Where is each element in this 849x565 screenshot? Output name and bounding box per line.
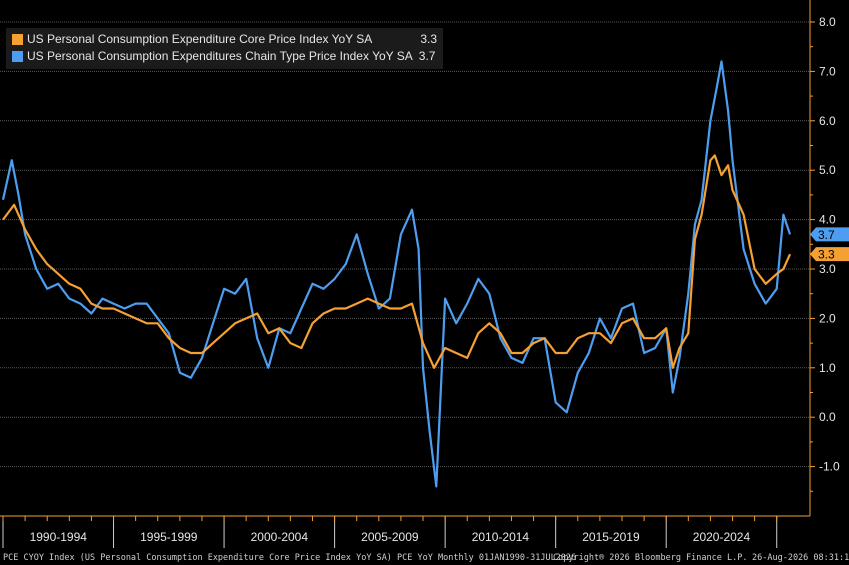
x-period-label: 2005-2009	[361, 530, 419, 544]
y-tick-label: -1.0	[819, 460, 840, 474]
x-period-label: 2015-2019	[582, 530, 640, 544]
footer-copyright: Copyright® 2026 Bloomberg Finance L.P.	[553, 553, 748, 563]
y-tick-label: 0.0	[819, 410, 836, 424]
x-period-label: 1995-1999	[140, 530, 198, 544]
y-tick-label: 2.0	[819, 311, 836, 325]
y-tick-label: 1.0	[819, 361, 836, 375]
legend-value-core: 3.3	[420, 32, 437, 46]
x-period-label: 2010-2014	[472, 530, 530, 544]
y-tick-label: 7.0	[819, 64, 836, 78]
series-line-core	[2, 154, 792, 369]
y-tick-label: 4.0	[819, 213, 836, 227]
y-axis: 8.0 7.0 6.0 5.0 4.0 3.0 2.0 1.0 0.0 -1.0	[809, 0, 840, 516]
legend-item-headline: US Personal Consumption Expenditures Cha…	[12, 48, 437, 65]
footer-timestamp: 26-Aug-2026 08:31:18	[752, 553, 849, 563]
last-value-marker-core: 3.3	[810, 247, 849, 262]
legend-value-headline: 3.7	[418, 49, 436, 63]
last-value-marker-headline: 3.7	[810, 227, 849, 242]
x-period-label: 1990-1994	[30, 530, 88, 544]
last-value-tag	[810, 227, 849, 242]
chart-legend: US Personal Consumption Expenditure Core…	[6, 28, 443, 69]
y-tick-label: 8.0	[819, 15, 836, 29]
legend-item-core: US Personal Consumption Expenditure Core…	[12, 31, 437, 48]
last-value-markers: 3.33.7	[810, 227, 849, 262]
y-tick-label: 3.0	[819, 262, 836, 276]
series-lines	[1, 60, 792, 488]
x-period-label: 2000-2004	[251, 530, 309, 544]
legend-label-headline: US Personal Consumption Expenditures Cha…	[27, 49, 413, 63]
last-value-tag	[810, 247, 849, 262]
chart-footer: PCE CYOY Index (US Personal Consumption …	[0, 551, 849, 565]
footer-source: PCE CYOY Index (US Personal Consumption …	[3, 553, 577, 563]
last-value-label: 3.3	[818, 248, 835, 262]
legend-swatch-headline	[12, 51, 23, 62]
legend-label-core: US Personal Consumption Expenditure Core…	[27, 32, 373, 46]
y-tick-label: 6.0	[819, 114, 836, 128]
y-tick-label: 5.0	[819, 163, 836, 177]
last-value-label: 3.7	[818, 228, 835, 242]
x-axis: 1990-1994 1995-1999 2000-2004 2005-2009 2010…	[0, 515, 810, 548]
x-period-label: 2020-2024	[693, 530, 751, 544]
series-line-headline	[1, 60, 792, 488]
legend-swatch-core	[12, 34, 23, 45]
